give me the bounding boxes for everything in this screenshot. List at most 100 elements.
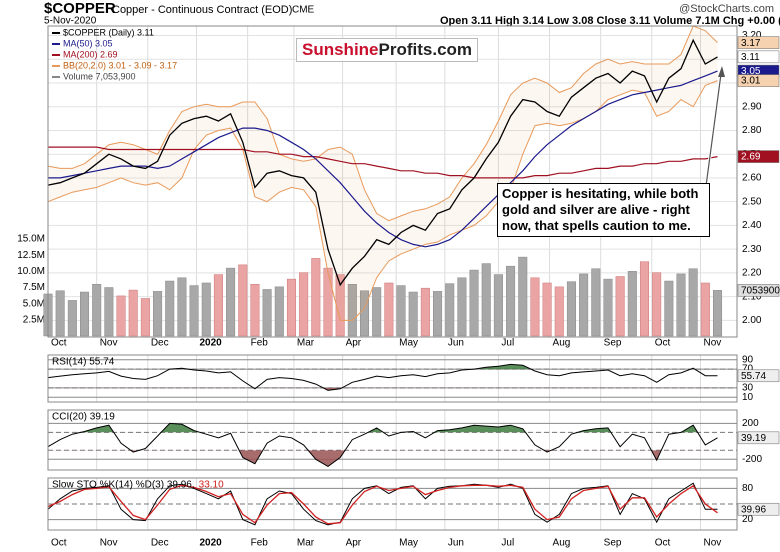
logo-part: Profits.com	[378, 40, 473, 59]
value-tag: 39.96	[741, 504, 766, 515]
volume-bar	[664, 280, 674, 337]
x-tick-label: Sep	[604, 338, 622, 349]
bb-upper	[47, 25, 718, 222]
volume-bar	[627, 271, 637, 337]
value-tag: 3.11	[741, 52, 760, 63]
value-tag: 3.01	[741, 76, 761, 87]
y-tick-label: 200	[742, 418, 759, 429]
value-tag-bg	[737, 369, 780, 383]
volume-tick-label: 7.5M	[23, 282, 45, 293]
volume-bar	[530, 277, 540, 337]
volume-tick-label: 5.0M	[23, 298, 45, 309]
x-tick-label: Mar	[297, 538, 315, 549]
volume-bar	[250, 284, 260, 337]
volume-bar	[189, 285, 199, 337]
moving-average	[48, 70, 718, 248]
volume-bar	[591, 268, 601, 337]
volume-bar	[457, 277, 467, 337]
volume-bar	[688, 268, 698, 337]
x-tick-label: Nov	[703, 538, 721, 549]
y-tick-label: 2.40	[742, 220, 762, 231]
y-tick-label: 2.50	[742, 196, 762, 207]
volume-bar	[713, 290, 723, 337]
volume-bar	[347, 284, 357, 337]
value-tag-bg	[737, 50, 780, 64]
panel-frame	[47, 409, 738, 471]
indicator-line	[47, 422, 718, 467]
volume-bar	[177, 277, 187, 337]
x-tick-label: Jun	[448, 338, 464, 349]
volume-bar	[165, 280, 175, 337]
volume-bar	[433, 291, 443, 337]
volume-bar	[67, 300, 77, 337]
x-tick-label: Jul	[501, 538, 514, 549]
volume-tick-label: 15.0M	[17, 234, 45, 245]
x-tick-label: Oct	[51, 338, 67, 349]
price-line	[47, 38, 718, 287]
x-tick-label: Jun	[448, 538, 464, 549]
y-tick-label: -200	[742, 454, 762, 465]
watermark: @StockCharts.com	[679, 3, 774, 15]
x-tick-label: 2020	[200, 538, 223, 549]
x-tick-label: Jul	[501, 338, 514, 349]
panel-title: RSI(14) 55.74	[52, 357, 115, 368]
x-tick-label: Nov	[100, 338, 118, 349]
volume-bar	[153, 291, 163, 337]
y-tick-label: 70	[742, 364, 754, 375]
volume-bar	[639, 261, 649, 337]
value-tag: 3.05	[741, 66, 761, 77]
x-tick-label: Oct	[655, 338, 671, 349]
volume-bar	[311, 258, 321, 337]
x-tick-label: Feb	[251, 538, 269, 549]
y-tick-label: 2.60	[742, 173, 762, 184]
x-tick-label: Aug	[553, 338, 571, 349]
volume-bar	[262, 289, 272, 337]
y-tick-label: 2.00	[742, 315, 762, 326]
legend-label: $COPPER (Daily) 3.11	[63, 27, 154, 37]
volume-bar	[201, 282, 211, 337]
chart-subtitle: Copper - Continuous Contract (EOD)	[112, 4, 292, 16]
volume-bar	[116, 295, 126, 337]
panel-title: 33.10	[199, 480, 224, 491]
x-tick-label: Dec	[151, 538, 169, 549]
value-tag-bg	[737, 150, 780, 163]
volume-bar	[372, 287, 382, 337]
logo-part: Sunshine	[302, 40, 379, 59]
volume-bar	[518, 256, 528, 337]
x-tick-label: Apr	[346, 538, 362, 549]
volume-bar	[542, 282, 552, 337]
y-tick-label: 30	[742, 383, 754, 394]
volume-bar	[506, 265, 516, 337]
y-tick-label: 2.80	[742, 125, 762, 136]
value-tag: 2.69	[741, 152, 761, 163]
volume-bar	[80, 291, 90, 337]
x-tick-label: Oct	[655, 538, 671, 549]
quote: Open 3.11 High 3.14 Low 3.08 Close 3.11 …	[440, 15, 780, 27]
legend-label: MA(200) 2.69	[63, 49, 118, 59]
volume-bar	[493, 274, 503, 337]
volume-bar	[274, 286, 284, 337]
legend-label: Volume 7,053,900	[63, 71, 136, 81]
legend-label: BB(20,2.0) 3.01 - 3.09 - 3.17	[63, 60, 177, 70]
value-tag-bg	[737, 74, 780, 87]
value-tag-bg	[737, 431, 780, 445]
x-tick-label: Nov	[703, 338, 721, 349]
volume-bar	[140, 298, 150, 337]
volume-bar	[676, 273, 686, 337]
y-tick-label: 2.10	[742, 291, 762, 302]
value-tag-bg	[737, 284, 780, 297]
volume-bar	[445, 283, 455, 337]
bb-lower	[47, 80, 718, 321]
y-tick-label: 10	[742, 392, 754, 403]
volume-bar	[700, 282, 710, 337]
value-tag: 7053900	[741, 286, 780, 297]
panel-title: Slow STO %K(14) %D(3) 39.96,	[52, 480, 195, 491]
x-tick-label: Mar	[297, 338, 315, 349]
indicator-line	[47, 363, 718, 391]
x-tick-label: Aug	[553, 538, 571, 549]
panel-frame	[47, 354, 738, 403]
arrow	[705, 73, 722, 187]
y-tick-label: 2.20	[742, 268, 762, 279]
